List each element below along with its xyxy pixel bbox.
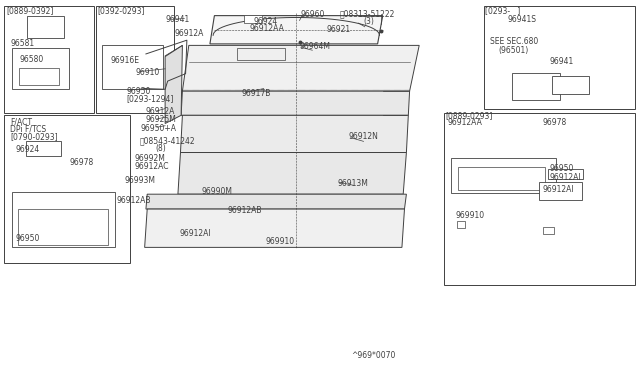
Text: 96950: 96950 <box>549 164 573 173</box>
Polygon shape <box>178 153 406 194</box>
Text: 96912A: 96912A <box>146 107 175 116</box>
Bar <box>4 115 130 263</box>
Text: 96924: 96924 <box>15 145 40 154</box>
Text: 96912AA: 96912AA <box>250 24 284 33</box>
Text: 96581: 96581 <box>10 39 35 48</box>
Bar <box>96 6 174 113</box>
Bar <box>244 15 262 23</box>
Polygon shape <box>181 91 410 115</box>
Text: [0889-0293]: [0889-0293] <box>445 112 493 121</box>
Polygon shape <box>210 16 383 44</box>
Polygon shape <box>180 115 408 153</box>
Text: 96993M: 96993M <box>125 176 156 185</box>
Text: [0293-   ]: [0293- ] <box>485 6 520 15</box>
Bar <box>543 227 554 234</box>
Text: 96992M: 96992M <box>134 154 165 163</box>
Text: Ⓢ08313-51222: Ⓢ08313-51222 <box>339 10 395 19</box>
Bar <box>102 45 163 89</box>
Text: [0293-1294]: [0293-1294] <box>127 94 174 103</box>
Text: 96960: 96960 <box>301 10 325 19</box>
Text: 969910: 969910 <box>266 237 295 246</box>
Text: 96978: 96978 <box>69 158 93 167</box>
Text: F/ACT: F/ACT <box>10 118 32 126</box>
Text: 96964M: 96964M <box>300 42 330 51</box>
Text: (8): (8) <box>155 144 166 153</box>
Polygon shape <box>165 45 182 124</box>
Bar <box>451 158 556 193</box>
Text: 96990M: 96990M <box>202 187 232 196</box>
Text: 96950: 96950 <box>127 87 151 96</box>
Text: 96912AB: 96912AB <box>116 196 151 205</box>
Polygon shape <box>146 194 406 209</box>
Text: 96912AB: 96912AB <box>227 206 262 215</box>
Text: [0790-0293]: [0790-0293] <box>10 132 58 141</box>
Text: 96912N: 96912N <box>349 132 379 141</box>
Text: 96924: 96924 <box>253 17 278 26</box>
Text: 96941: 96941 <box>549 57 573 66</box>
Bar <box>12 48 69 89</box>
Bar <box>512 73 560 100</box>
Bar <box>548 169 583 179</box>
Bar <box>444 113 635 285</box>
Text: [0889-0392]: [0889-0392] <box>6 6 54 15</box>
Text: 96921: 96921 <box>326 25 351 33</box>
Bar <box>27 16 64 38</box>
Text: 96950+A: 96950+A <box>141 124 177 133</box>
Bar <box>539 182 582 200</box>
Text: (96501): (96501) <box>498 46 528 55</box>
Text: 96912AI: 96912AI <box>543 185 574 194</box>
Polygon shape <box>145 209 404 247</box>
Text: 96913M: 96913M <box>338 179 369 187</box>
Text: 96941S: 96941S <box>508 15 536 24</box>
Text: 96580: 96580 <box>19 55 44 64</box>
Text: (3): (3) <box>364 17 374 26</box>
Text: 96912A: 96912A <box>174 29 204 38</box>
Bar <box>19 68 59 85</box>
Text: 96941: 96941 <box>165 15 189 24</box>
Text: 96912AA: 96912AA <box>448 118 483 126</box>
Text: [0392-0293]: [0392-0293] <box>97 6 145 15</box>
Text: 96912AI: 96912AI <box>549 173 580 182</box>
Bar <box>458 167 545 190</box>
Polygon shape <box>182 45 419 91</box>
Bar <box>484 6 635 109</box>
Bar <box>18 209 108 245</box>
Text: 96910: 96910 <box>136 68 160 77</box>
Bar <box>457 221 465 228</box>
Text: 96925M: 96925M <box>146 115 177 124</box>
Text: 96978: 96978 <box>543 118 567 126</box>
Text: 96912AC: 96912AC <box>134 162 169 171</box>
Bar <box>552 76 589 94</box>
Text: 96950: 96950 <box>15 234 40 243</box>
Text: 96912AI: 96912AI <box>179 229 211 238</box>
Bar <box>26 141 61 156</box>
Text: Ⓢ08543-41242: Ⓢ08543-41242 <box>140 136 195 145</box>
Text: SEE SEC.680: SEE SEC.680 <box>490 37 538 46</box>
Text: 969910: 969910 <box>456 211 485 219</box>
Bar <box>4 6 94 113</box>
Bar <box>12 192 115 247</box>
Text: DPi F/TCS: DPi F/TCS <box>10 125 46 134</box>
Bar <box>237 48 285 60</box>
Text: 96917B: 96917B <box>242 89 271 97</box>
Text: 96916E: 96916E <box>111 56 140 65</box>
Text: ^969*0070: ^969*0070 <box>351 351 395 360</box>
